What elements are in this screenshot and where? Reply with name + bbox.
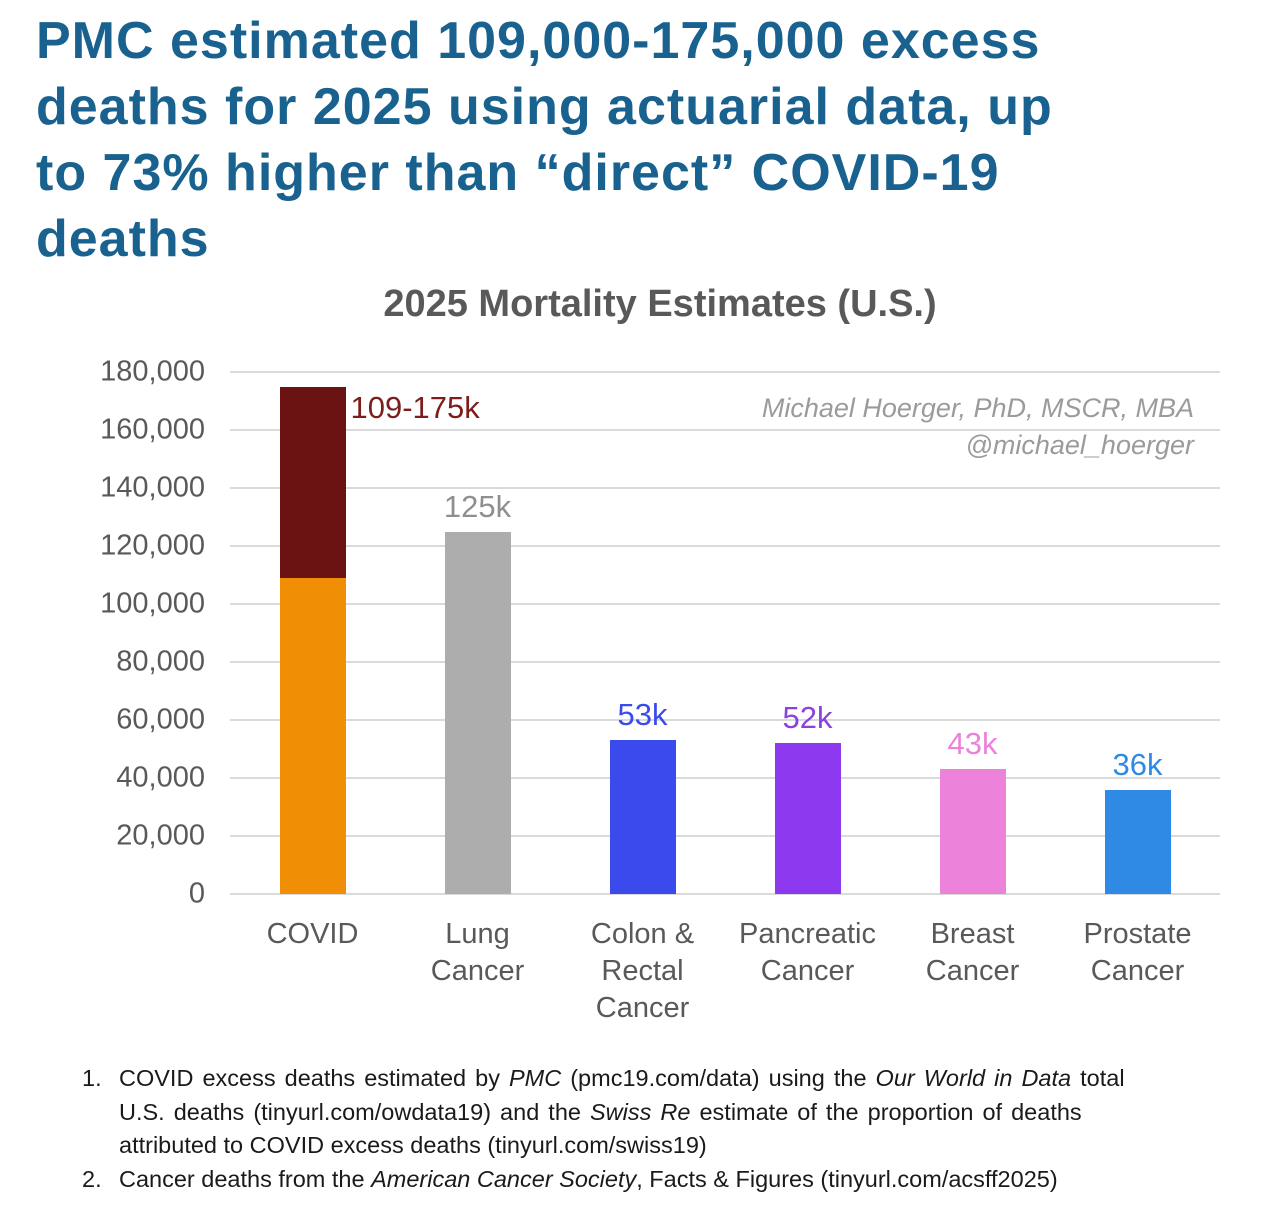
segment-covid-lower-estimate xyxy=(279,577,346,894)
headline-line-2: deaths for 2025 using actuarial data, up xyxy=(36,78,1053,136)
headline: PMC estimated 109,000-175,000 excess dea… xyxy=(36,8,1246,272)
headline-line-3: to 73% higher than “direct” COVID-19 xyxy=(36,144,1000,202)
ytick-140000: 140,000 xyxy=(100,471,205,504)
footnotes: 1. COVID excess deaths estimated by PMC … xyxy=(82,1062,1217,1196)
segment-prostate-cancer-deaths xyxy=(1104,789,1171,894)
ytick-0: 0 xyxy=(188,877,205,910)
ytick-160000: 160,000 xyxy=(100,413,205,446)
bars-container: 109-175k 125k 53k 52k 43k 36k xyxy=(230,372,1220,894)
bar-value-label-prostate-cancer: 36k xyxy=(1112,746,1163,782)
ytick-60000: 60,000 xyxy=(116,703,205,736)
gridline-160000 xyxy=(230,429,1220,431)
slot-lung-cancer: 125k xyxy=(395,372,560,894)
ytick-80000: 80,000 xyxy=(116,645,205,678)
x-axis-category-labels: COVID Lung Cancer Colon & Rectal Cancer Pan… xyxy=(230,916,1220,1027)
slot-pancreatic-cancer: 52k xyxy=(725,372,890,894)
y-axis-tick-labels: 0 20,000 40,000 60,000 80,000 100,000 120,000 1… xyxy=(0,356,205,910)
slot-breast-cancer: 43k xyxy=(890,372,1055,894)
gridline-20000 xyxy=(230,835,1220,837)
gridline-100000 xyxy=(230,603,1220,605)
gridline-0 xyxy=(230,893,1220,895)
footnote-2-text: Cancer deaths from the American Cancer S… xyxy=(119,1163,1217,1197)
segment-pancreatic-cancer-deaths xyxy=(774,743,841,894)
category-label-covid: COVID xyxy=(266,918,359,950)
bar-value-label-breast-cancer: 43k xyxy=(947,726,998,762)
category-label-colon-rectal-cancer: Colon & Rectal Cancer xyxy=(590,918,695,1024)
attribution-handle: @michael_hoerger xyxy=(965,430,1194,460)
segment-breast-cancer-deaths xyxy=(939,769,1006,894)
headline-line-4: deaths xyxy=(36,210,210,268)
chart-title: 2025 Mortality Estimates (U.S.) xyxy=(383,283,937,325)
footnote-1: 1. COVID excess deaths estimated by PMC … xyxy=(82,1062,1217,1163)
gridline-40000 xyxy=(230,777,1220,779)
ytick-20000: 20,000 xyxy=(116,819,205,852)
footnote-2: 2. Cancer deaths from the American Cance… xyxy=(82,1163,1217,1197)
headline-line-1: PMC estimated 109,000-175,000 excess xyxy=(36,12,1041,70)
category-label-pancreatic-cancer: Pancreatic Cancer xyxy=(738,918,876,987)
segment-colon-rectal-cancer-deaths xyxy=(609,740,676,894)
gridline-120000 xyxy=(230,545,1220,547)
bar-prostate-cancer xyxy=(1104,789,1171,894)
gridline-140000 xyxy=(230,487,1220,489)
bar-covid xyxy=(279,386,346,895)
slot-colon-rectal-cancer: 53k xyxy=(560,372,725,894)
ytick-180000: 180,000 xyxy=(100,355,205,388)
footnote-2-line-1: Cancer deaths from the American Cancer S… xyxy=(119,1165,1058,1192)
bar-pancreatic-cancer xyxy=(774,743,841,894)
plot-area: 109-175k 125k 53k 52k 43k 36k xyxy=(230,371,1220,895)
bar-value-label-covid: 109-175k xyxy=(350,389,480,425)
ytick-40000: 40,000 xyxy=(116,761,205,794)
attribution-name: Michael Hoerger, PhD, MSCR, MBA xyxy=(761,393,1194,423)
bar-value-label-pancreatic-cancer: 52k xyxy=(782,700,833,736)
footnote-1-number: 1. xyxy=(82,1065,102,1091)
gridline-180000 xyxy=(230,371,1220,373)
gridline-60000 xyxy=(230,719,1220,721)
bar-lung-cancer xyxy=(444,531,511,894)
footnote-1-line-3: attributed to COVID excess deaths (tinyu… xyxy=(119,1132,707,1158)
bar-colon-rectal-cancer xyxy=(609,740,676,894)
gridline-80000 xyxy=(230,661,1220,663)
slot-covid: 109-175k xyxy=(230,372,480,895)
bar-breast-cancer xyxy=(939,769,1006,894)
segment-lung-cancer-deaths xyxy=(444,531,511,894)
footnote-1-text: COVID excess deaths estimated by PMC (pm… xyxy=(119,1062,1217,1163)
category-label-breast-cancer: Breast Cancer xyxy=(925,918,1020,987)
footnote-1-line-1: COVID excess deaths estimated by PMC (pm… xyxy=(119,1065,1125,1091)
bar-value-label-colon-rectal-cancer: 53k xyxy=(617,697,668,733)
slot-prostate-cancer: 36k xyxy=(1055,372,1220,894)
category-label-prostate-cancer: Prostate Cancer xyxy=(1083,918,1192,987)
bar-value-label-lung-cancer: 125k xyxy=(443,488,512,524)
footnote-1-line-2: U.S. deaths (tinyurl.com/owdata19) and t… xyxy=(119,1098,1082,1125)
category-label-lung-cancer: Lung Cancer xyxy=(430,918,525,987)
ytick-100000: 100,000 xyxy=(100,587,205,620)
footnote-2-number: 2. xyxy=(82,1165,102,1192)
attribution: Michael Hoerger, PhD, MSCR, MBA @michael… xyxy=(762,390,1194,464)
ytick-120000: 120,000 xyxy=(100,529,205,562)
segment-covid-upper-range xyxy=(279,386,346,578)
